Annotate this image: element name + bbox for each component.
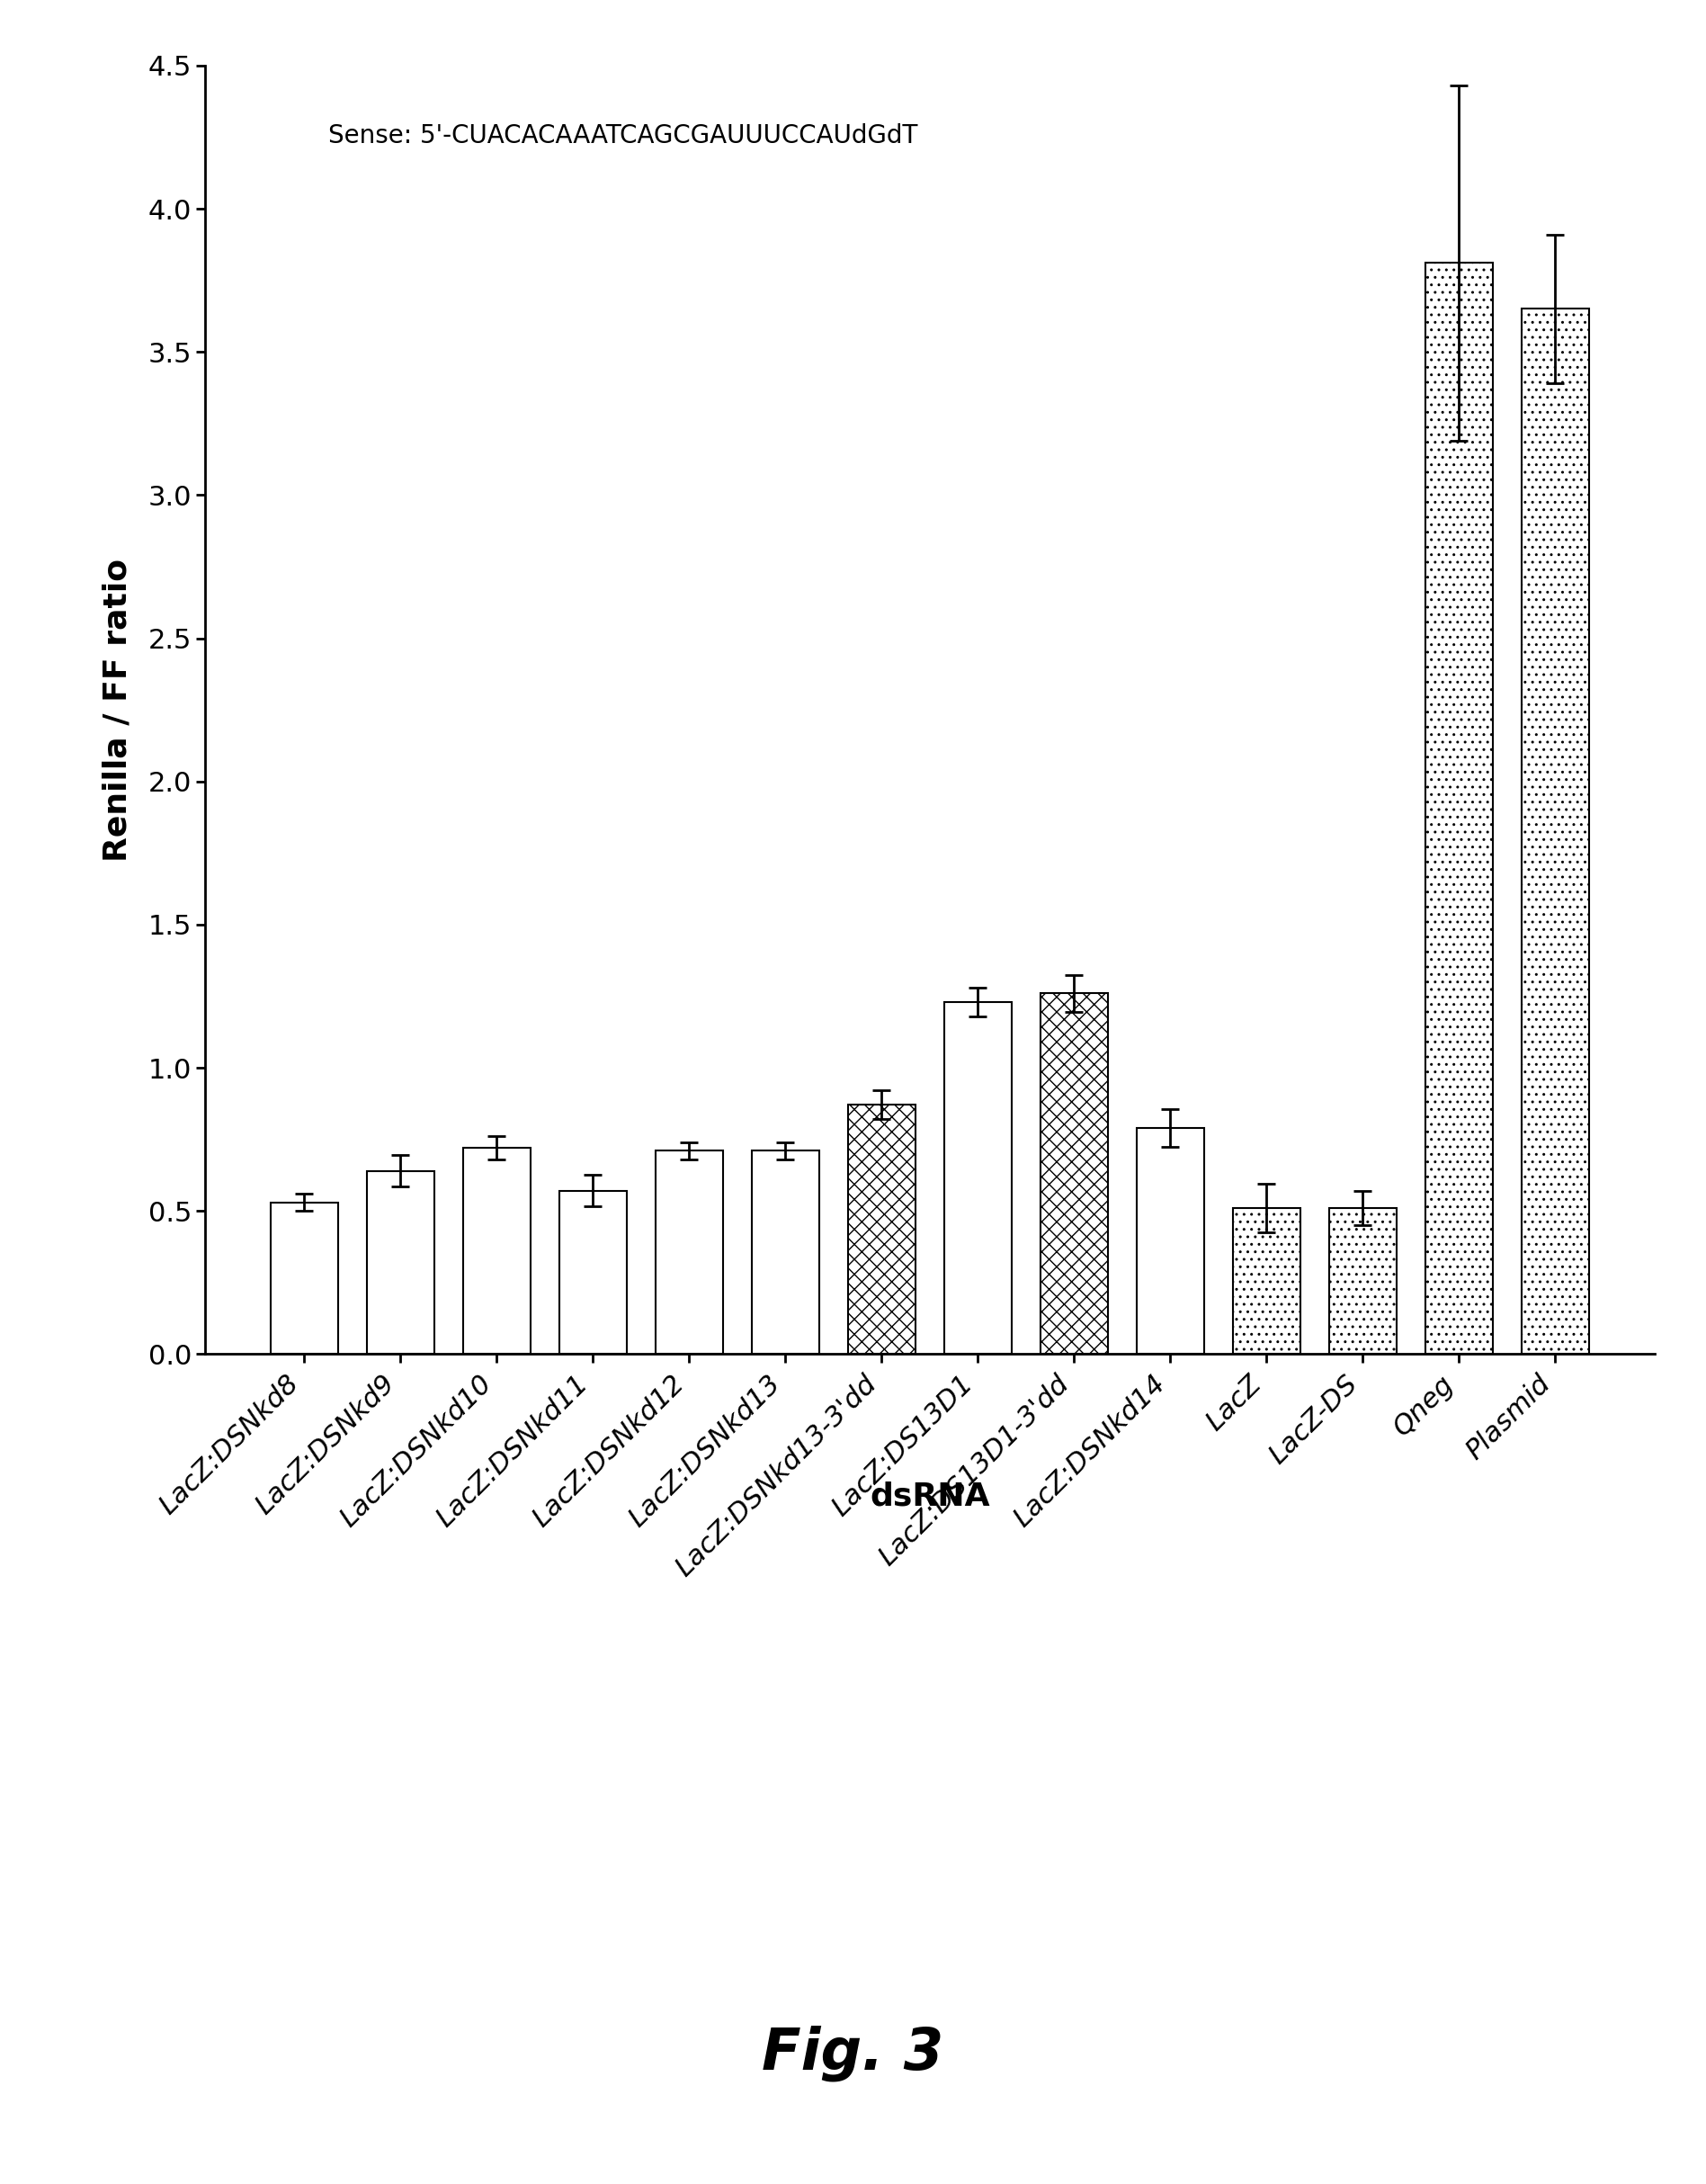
Bar (367, 1171, 435, 1354)
Bar (943, 1002, 1012, 1354)
Bar (1233, 1208, 1300, 1354)
Bar (1522, 308, 1588, 1354)
Text: Fig. 3: Fig. 3 (763, 2025, 943, 2081)
Bar (462, 1149, 531, 1354)
Bar (1329, 1208, 1397, 1354)
Bar (1041, 994, 1107, 1354)
Text: dsRNA: dsRNA (870, 1481, 989, 1511)
Y-axis label: Renilla / FF ratio: Renilla / FF ratio (102, 559, 133, 860)
Text: Sense: 5'-CUACACAAATCAGCGAUUUCCAUdGdT: Sense: 5'-CUACACAAATCAGCGAUUUCCAUdGdT (328, 124, 918, 149)
Bar (1136, 1127, 1204, 1354)
Bar (752, 1151, 819, 1354)
Bar (848, 1105, 916, 1354)
Bar (655, 1151, 723, 1354)
Bar (271, 1203, 338, 1354)
Bar (560, 1190, 626, 1354)
Bar (1425, 262, 1493, 1354)
